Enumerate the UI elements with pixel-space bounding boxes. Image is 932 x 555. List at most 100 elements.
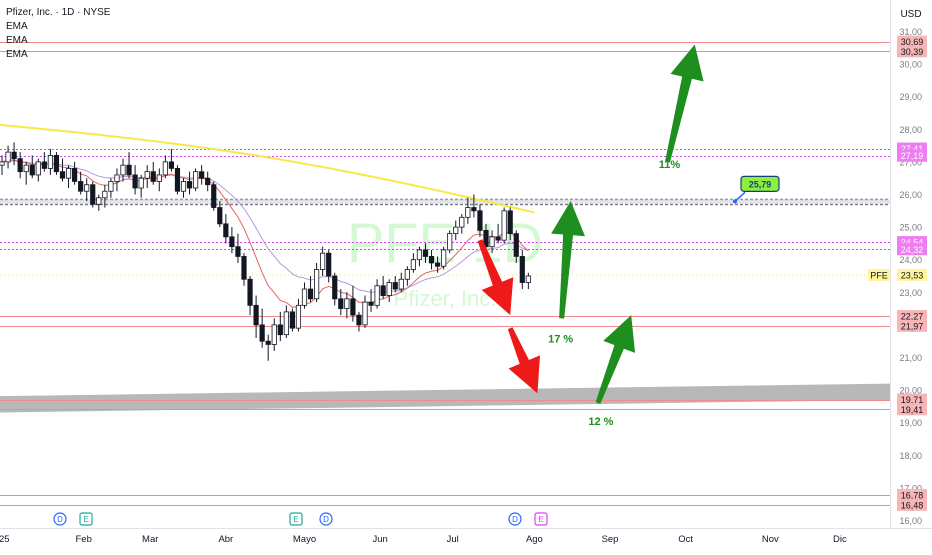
price-label: 16,48 xyxy=(901,500,924,510)
dividend-marker[interactable] xyxy=(508,512,522,526)
candle-body xyxy=(174,168,181,192)
candle xyxy=(0,155,5,175)
candle xyxy=(102,184,108,208)
candle xyxy=(90,181,96,208)
price-label: 21,97 xyxy=(901,321,924,331)
candle xyxy=(174,165,181,195)
price-label-box xyxy=(897,243,927,256)
candle xyxy=(410,253,417,273)
candle xyxy=(156,168,162,192)
price-tick: 18,00 xyxy=(899,451,922,461)
earnings-marker[interactable] xyxy=(289,512,303,526)
candle xyxy=(186,171,193,195)
candle xyxy=(72,161,78,185)
event-marker[interactable]: E xyxy=(289,512,303,526)
candle-body xyxy=(29,164,35,176)
candle xyxy=(229,227,235,254)
arrow-down xyxy=(507,327,541,394)
candle xyxy=(65,165,72,188)
dividend-marker[interactable] xyxy=(319,512,333,526)
last-price-label: 23,53 xyxy=(901,271,924,281)
price-tick: 26,00 xyxy=(899,190,922,200)
candle xyxy=(313,262,320,303)
candle-body xyxy=(404,269,410,280)
candle-body xyxy=(41,161,47,169)
time-tick: Jul xyxy=(447,534,459,545)
symbol-tag-box xyxy=(868,269,890,282)
candle-body xyxy=(398,278,404,290)
indicator-ema-1[interactable]: EMA xyxy=(6,21,28,32)
legend: Pfizer, Inc. · 1D · NYSE EMA EMA EMA xyxy=(6,6,110,62)
event-marker[interactable]: E xyxy=(534,512,548,526)
candle-body xyxy=(192,171,199,189)
dividend-marker[interactable] xyxy=(53,512,67,526)
candle-body xyxy=(47,154,54,169)
candle xyxy=(380,276,386,299)
ema-lines xyxy=(0,123,535,308)
earnings-marker[interactable] xyxy=(534,512,548,526)
candle-body xyxy=(295,304,302,329)
candle xyxy=(144,165,150,188)
candle xyxy=(84,178,90,202)
candle-body xyxy=(513,233,519,257)
price-tick: 21,00 xyxy=(899,353,922,363)
candle-body xyxy=(507,210,513,235)
price-label: 24,32 xyxy=(901,245,924,255)
candle-body xyxy=(350,298,356,316)
earnings-marker[interactable] xyxy=(79,512,93,526)
candle xyxy=(108,178,114,198)
candle-body xyxy=(447,233,453,251)
candle xyxy=(386,279,392,303)
callout: 25,79 xyxy=(733,175,780,204)
candle-body xyxy=(108,181,114,192)
candle-body xyxy=(465,207,471,218)
candle-body xyxy=(90,184,96,205)
candle xyxy=(471,194,477,218)
price-label: 30,69 xyxy=(901,37,924,47)
candle-body xyxy=(5,151,11,163)
watermark-name: Pfizer, Inc. xyxy=(394,286,497,311)
candle xyxy=(398,272,404,293)
currency-label: USD xyxy=(900,9,921,20)
candle-body xyxy=(211,184,217,208)
candle xyxy=(295,298,302,332)
candle xyxy=(404,266,410,286)
candle xyxy=(162,155,168,179)
candle-body xyxy=(307,288,314,300)
price-label-box xyxy=(897,310,927,323)
candle-body xyxy=(277,324,283,336)
price-tick: 27,00 xyxy=(899,157,922,167)
price-tick: 17,00 xyxy=(899,483,922,493)
candles xyxy=(0,142,531,361)
candle-body xyxy=(59,171,66,179)
candle-body xyxy=(441,249,447,267)
event-marker[interactable]: E xyxy=(79,512,93,526)
event-marker[interactable]: D xyxy=(319,512,333,526)
candle-body xyxy=(247,278,253,306)
event-marker[interactable]: D xyxy=(53,512,67,526)
candle xyxy=(477,204,483,237)
candle-body xyxy=(416,249,423,261)
candle-body xyxy=(459,216,465,228)
indicator-ema-3[interactable]: EMA xyxy=(6,49,28,60)
candle-body xyxy=(283,311,289,336)
event-label: E xyxy=(293,515,298,524)
candle xyxy=(199,165,205,185)
event-label: E xyxy=(83,515,88,524)
candle-body xyxy=(344,298,350,310)
candle xyxy=(168,148,174,172)
level-zone-gray xyxy=(0,199,890,204)
candle xyxy=(374,279,380,309)
candle-body xyxy=(223,223,229,238)
indicator-ema-2[interactable]: EMA xyxy=(6,35,28,46)
event-marker[interactable]: D xyxy=(508,512,522,526)
candle-body xyxy=(168,161,174,169)
time-tick: 2025 xyxy=(0,534,10,545)
price-label-box xyxy=(897,403,927,416)
price-label: 27,41 xyxy=(901,144,924,154)
candle-body xyxy=(301,288,308,306)
candle-body xyxy=(471,207,477,212)
candle-body xyxy=(525,275,531,283)
